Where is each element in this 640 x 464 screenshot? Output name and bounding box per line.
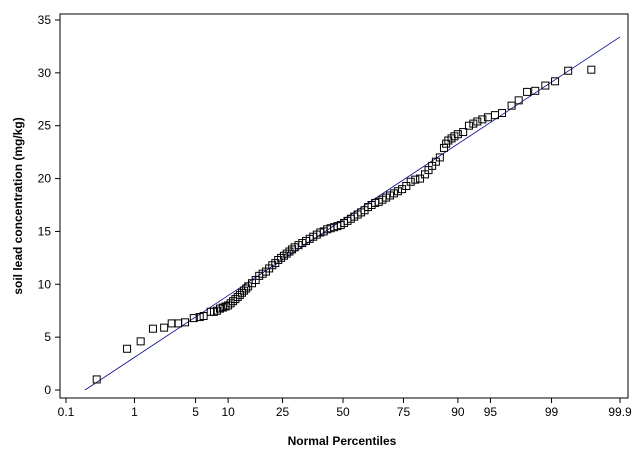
data-point [531,86,540,95]
x-axis: 0.1 1 5 10 25 50 75 90 95 99 99.9 [58,398,632,419]
data-point [447,134,456,143]
data-point [233,292,242,301]
data-points [92,65,596,384]
plot-frame [59,13,629,399]
y-tick-label: 15 [38,224,52,238]
data-point [229,297,238,306]
data-point [285,247,294,256]
data-point [199,312,208,320]
y-tick-label: 25 [38,119,52,133]
data-point [416,174,425,183]
data-point [507,101,516,110]
y-tick-label: 10 [38,277,52,291]
data-point [274,255,283,264]
data-point [541,81,550,90]
data-point [523,87,532,96]
data-point [473,117,482,126]
y-tick-label: 30 [38,66,52,80]
data-point [136,337,145,346]
data-point [435,153,444,162]
data-point [189,314,198,323]
data-point [288,245,297,254]
data-point [231,295,240,304]
x-tick-label: 75 [397,405,411,419]
data-point [453,130,462,139]
data-point [389,189,398,198]
y-tick-label: 5 [44,330,51,344]
x-axis-title: Normal Percentiles [288,434,397,448]
data-point [402,181,411,190]
x-tick-label: 1 [131,405,138,419]
x-tick-label: 25 [276,405,290,419]
data-point [478,115,487,124]
y-tick-label: 0 [44,383,51,397]
x-tick-label: 0.1 [58,405,75,419]
data-point [514,96,523,105]
data-point [277,253,286,262]
data-point [92,375,101,384]
x-tick-label: 95 [484,405,498,419]
y-tick-label: 20 [38,172,52,186]
x-tick-label: 50 [336,405,350,419]
data-point [160,323,169,332]
x-tick-label: 90 [451,405,465,419]
x-tick-label: 10 [221,405,235,419]
data-point [464,121,473,130]
data-point [411,175,420,184]
data-point [551,77,560,86]
data-point [148,324,157,333]
data-point [174,319,183,328]
data-point [181,318,190,327]
data-point [564,66,573,75]
data-point [242,284,251,293]
data-point [226,299,235,308]
x-tick-label: 99 [545,405,559,419]
data-point [393,187,402,196]
data-point [123,344,132,353]
data-point [459,128,468,137]
data-point [216,304,224,313]
data-point [282,249,291,258]
y-axis-title: soil lead concentration (mg/kg) [11,117,25,294]
data-point [498,109,507,118]
data-point [439,143,448,152]
data-point [235,290,244,299]
x-tick-label: 99.9 [608,405,632,419]
x-tick-label: 5 [192,405,199,419]
data-point [238,288,247,297]
y-tick-label: 35 [38,13,52,27]
data-point [167,319,176,328]
data-point [587,65,596,74]
data-point [406,177,415,186]
data-point [218,303,227,312]
data-point [279,251,288,260]
data-point [240,286,249,295]
y-axis: 0 5 10 15 20 25 30 35 [38,13,60,397]
data-point [224,301,233,310]
